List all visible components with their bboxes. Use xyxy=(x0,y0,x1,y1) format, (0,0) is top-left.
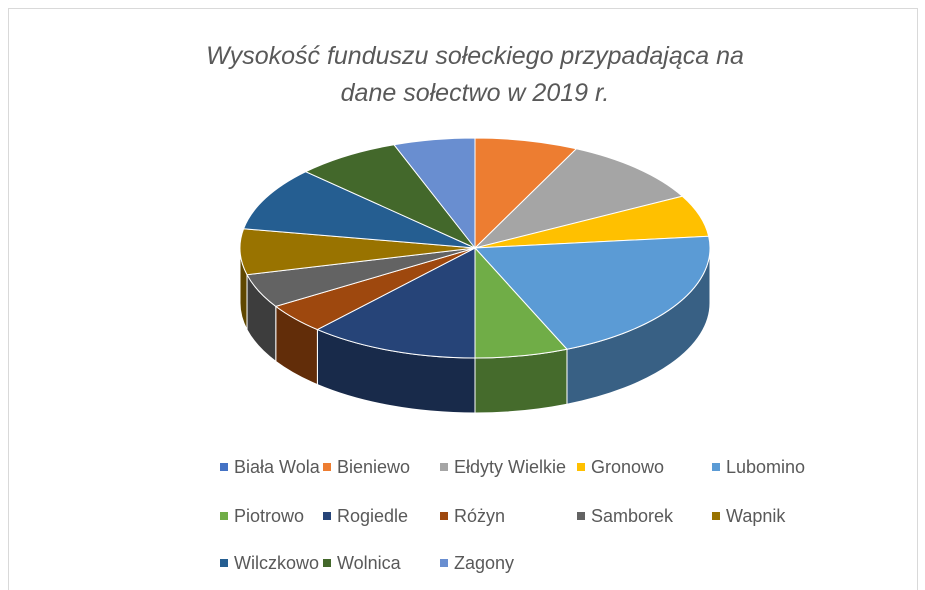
legend-label: Różyn xyxy=(454,506,505,526)
legend-swatch xyxy=(323,512,331,520)
slice xyxy=(242,171,476,249)
legend-swatch xyxy=(440,512,448,520)
legend-label: Wapnik xyxy=(726,506,786,526)
legend-label: Wolnica xyxy=(337,553,402,573)
legend-label: Samborek xyxy=(591,506,674,526)
slice xyxy=(473,148,684,249)
slice-side xyxy=(474,348,568,414)
legend-label: Gronowo xyxy=(591,457,664,477)
slice xyxy=(474,137,578,250)
legend-swatch xyxy=(440,463,448,471)
chart-title: Wysokość funduszu sołeckiego przypadając… xyxy=(206,42,744,107)
legend-swatch xyxy=(220,559,228,567)
legend-swatch xyxy=(712,463,720,471)
legend-label: Zagony xyxy=(454,553,514,573)
slice xyxy=(304,144,476,249)
slice xyxy=(316,247,476,359)
legend-label: Rogiedle xyxy=(337,506,408,526)
legend-swatch xyxy=(323,559,331,567)
legend-swatch xyxy=(220,463,228,471)
legend-label: Wilczkowo xyxy=(234,553,319,573)
legend-label: Biała Wola xyxy=(234,457,321,477)
legend-swatch xyxy=(323,463,331,471)
legend-swatch xyxy=(220,512,228,520)
legend-label: Lubomino xyxy=(726,457,805,477)
slice xyxy=(393,137,476,250)
chart-border xyxy=(8,8,918,590)
legend-swatch xyxy=(577,463,585,471)
legend-swatch xyxy=(440,559,448,567)
legend-swatch xyxy=(577,512,585,520)
legend-label: Piotrowo xyxy=(234,506,304,526)
legend-swatch xyxy=(712,512,720,520)
legend-label: Ełdyty Wielkie xyxy=(454,457,566,477)
legend-label: Bieniewo xyxy=(337,457,410,477)
slice xyxy=(473,235,711,350)
